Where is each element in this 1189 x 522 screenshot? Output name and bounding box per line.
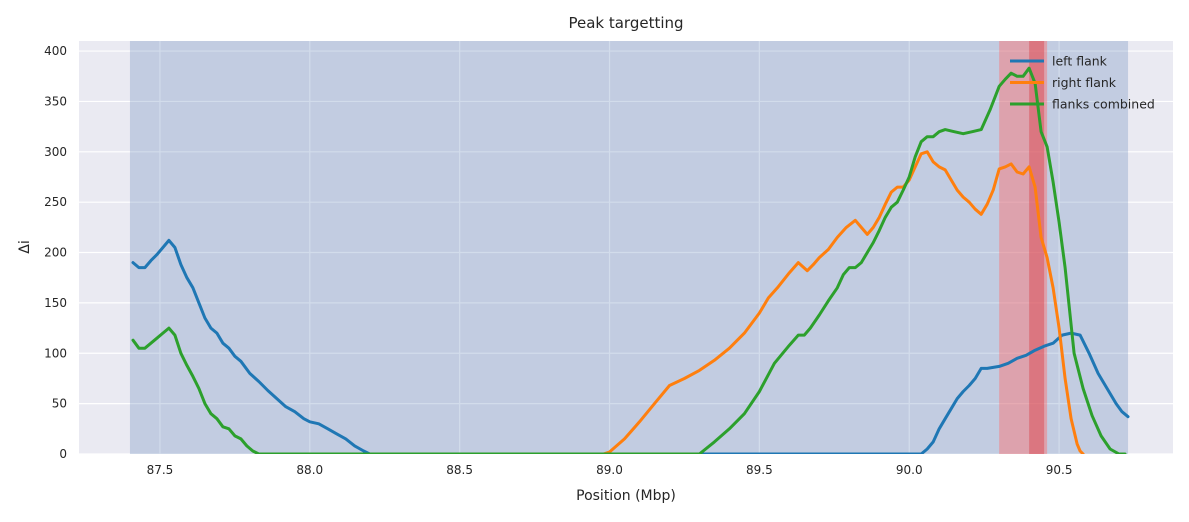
y-tick-label: 350	[44, 94, 67, 108]
y-axis-title: Δi	[17, 240, 33, 253]
legend-label-left-flank: left flank	[1052, 54, 1108, 69]
x-tick-label: 89.5	[746, 463, 773, 477]
legend-label-flanks-combined: flanks combined	[1052, 97, 1155, 112]
x-axis-ticks: 87.5 88.0 88.5 89.0 89.5 90.0 90.5	[147, 463, 1073, 477]
y-tick-label: 200	[44, 246, 67, 260]
y-tick-label: 50	[52, 397, 67, 411]
y-tick-label: 300	[44, 145, 67, 159]
chart-title: Peak targetting	[568, 14, 683, 32]
x-tick-label: 89.0	[596, 463, 623, 477]
x-axis-title: Position (Mbp)	[576, 488, 676, 504]
x-tick-label: 90.0	[896, 463, 923, 477]
y-tick-label: 250	[44, 195, 67, 209]
highlight-region	[129, 41, 1129, 454]
x-tick-label: 88.0	[296, 463, 323, 477]
y-axis-ticks: 0 50 100 150 200 250 300 350 400	[44, 44, 67, 461]
legend: left flank right flank flanks combined	[1010, 54, 1155, 112]
y-tick-label: 0	[59, 447, 67, 461]
y-tick-label: 150	[44, 296, 67, 310]
y-tick-label: 400	[44, 44, 67, 58]
highlight-regions	[129, 41, 1129, 454]
legend-label-right-flank: right flank	[1052, 75, 1117, 90]
x-tick-label: 88.5	[446, 463, 473, 477]
x-tick-label: 87.5	[147, 463, 174, 477]
series-line-flanks-combined	[131, 66, 1127, 454]
y-tick-label: 100	[44, 346, 67, 360]
series-line-left-flank	[131, 238, 1130, 454]
series-lines	[131, 66, 1130, 454]
x-tick-label: 90.5	[1046, 463, 1073, 477]
